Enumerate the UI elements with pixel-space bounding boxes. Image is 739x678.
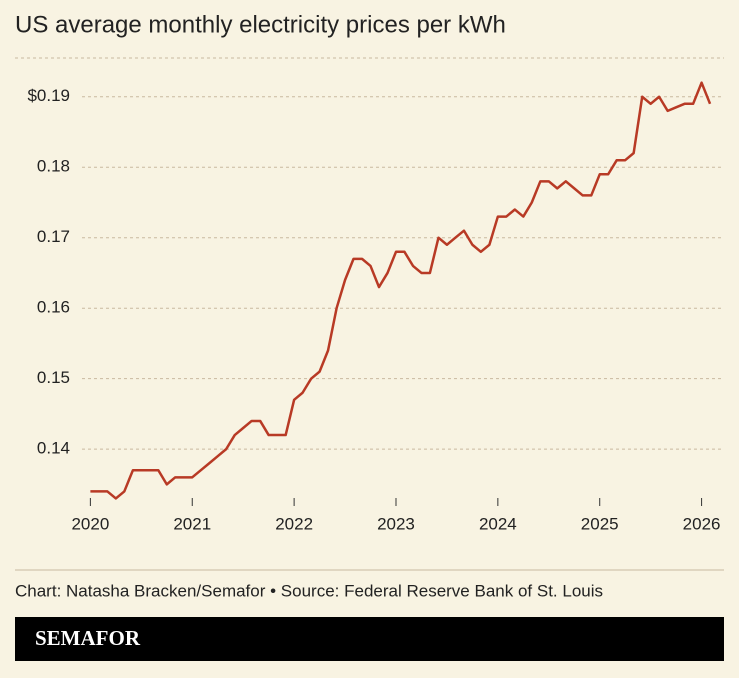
chart-title: US average monthly electricity prices pe… xyxy=(15,11,506,38)
x-tick-label: 2023 xyxy=(377,514,415,533)
x-tick-label: 2025 xyxy=(581,514,619,533)
y-tick-label: 0.15 xyxy=(37,368,70,387)
y-tick-label: 0.17 xyxy=(37,227,70,246)
x-tick-label: 2021 xyxy=(173,514,211,533)
x-tick-label: 2022 xyxy=(275,514,313,533)
y-tick-label: 0.18 xyxy=(37,157,70,176)
brand-bar xyxy=(15,617,724,661)
brand-logo: SEMAFOR xyxy=(35,626,141,650)
y-tick-label: $0.19 xyxy=(27,86,70,105)
y-tick-label: 0.16 xyxy=(37,298,70,317)
price-line xyxy=(90,81,712,500)
x-tick-label: 2024 xyxy=(479,514,517,533)
source-note: Chart: Natasha Bracken/Semafor • Source:… xyxy=(15,581,603,600)
x-tick-label: 2026 xyxy=(683,514,721,533)
x-tick-label: 2020 xyxy=(71,514,109,533)
y-tick-label: 0.14 xyxy=(37,439,70,458)
